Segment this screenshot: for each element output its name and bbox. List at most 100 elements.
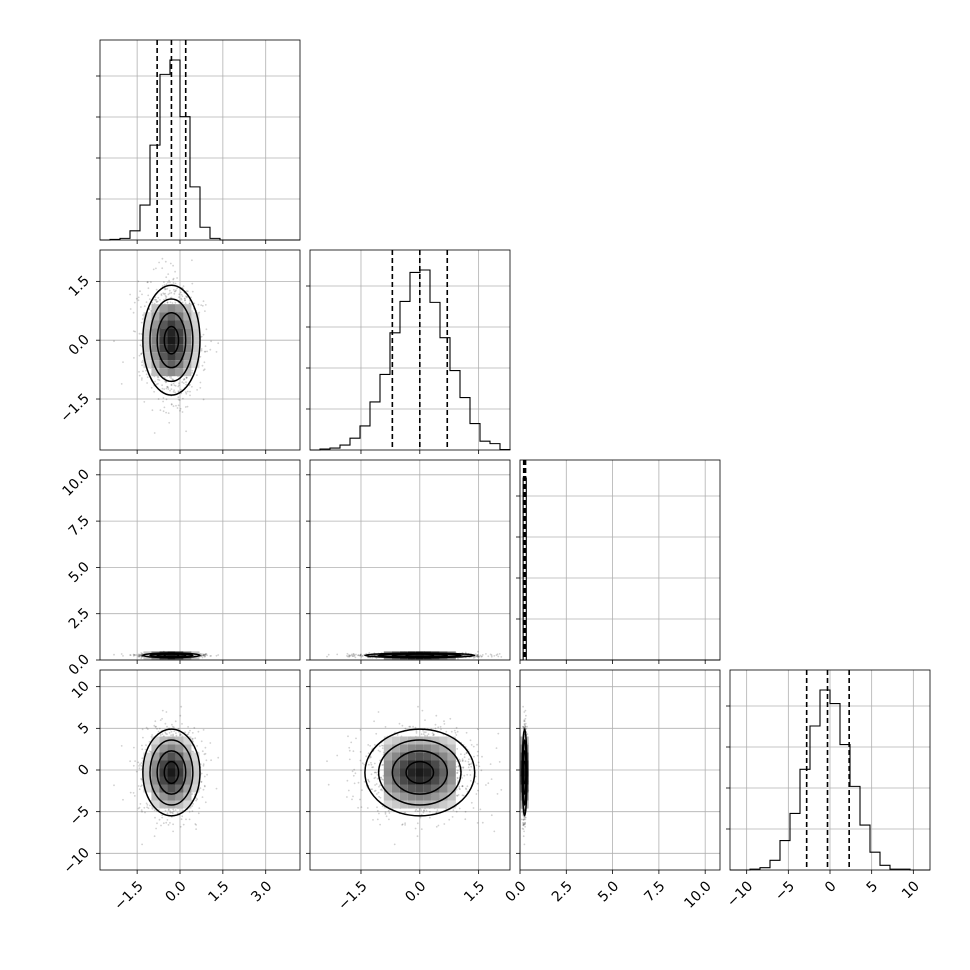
scatter-point	[180, 298, 183, 301]
density-cell	[159, 344, 168, 353]
scatter-point	[134, 760, 137, 762]
density-cell	[175, 320, 184, 329]
density-cell	[143, 344, 152, 353]
scatter-point	[204, 746, 207, 749]
scatter-point	[165, 297, 167, 300]
scatter-point	[169, 389, 171, 392]
scatter-point	[132, 330, 135, 332]
scatter-point	[194, 823, 197, 825]
density-cell	[191, 352, 200, 361]
scatter-point	[139, 803, 142, 805]
y-tick-label: 0.0	[66, 652, 93, 679]
scatter-point	[165, 288, 167, 291]
scatter-point	[140, 333, 143, 335]
scatter-point	[201, 750, 204, 753]
scatter-point	[189, 394, 191, 397]
density-cell	[175, 344, 184, 353]
scatter-point	[181, 295, 184, 298]
density-cell	[175, 336, 184, 345]
density-cell	[151, 312, 160, 321]
scatter-point	[185, 296, 188, 299]
scatter-point	[184, 298, 186, 300]
scatter-point	[120, 745, 123, 747]
scatter-point	[175, 732, 177, 734]
scatter-point	[209, 742, 212, 744]
scatter-point	[178, 296, 180, 299]
scatter-point	[200, 654, 203, 657]
panel-2-0: 0.02.55.07.510.0	[59, 459, 301, 679]
scatter-point	[147, 287, 150, 290]
scatter-point	[161, 816, 164, 819]
scatter-point	[140, 321, 143, 324]
scatter-point	[169, 262, 172, 265]
scatter-point	[177, 398, 180, 401]
scatter-point	[184, 299, 186, 302]
scatter-point	[146, 281, 149, 284]
scatter-point	[161, 285, 164, 287]
scatter-point	[172, 808, 175, 811]
scatter-point	[141, 652, 144, 655]
scatter-point	[174, 391, 177, 394]
scatter-point	[210, 655, 213, 657]
density-cell	[191, 328, 200, 337]
scatter-point	[487, 655, 490, 658]
scatter-point	[172, 823, 175, 826]
scatter-point	[200, 780, 203, 783]
scatter-point	[497, 655, 500, 658]
density-cell	[175, 328, 184, 337]
scatter-point	[164, 288, 166, 291]
scatter-point	[170, 296, 173, 299]
scatter-point	[133, 746, 135, 749]
scatter-point	[132, 792, 135, 794]
scatter-point	[153, 302, 156, 305]
scatter-point	[202, 763, 205, 766]
scatter-point	[170, 375, 173, 378]
y-tick-label: 10.0	[59, 466, 92, 499]
scatter-point	[196, 745, 199, 747]
scatter-point	[477, 650, 479, 653]
scatter-point	[176, 812, 179, 814]
scatter-point	[154, 720, 157, 723]
scatter-point	[145, 369, 147, 372]
scatter-point	[457, 657, 459, 660]
scatter-point	[158, 818, 161, 821]
scatter-point	[178, 384, 180, 387]
scatter-point	[182, 397, 184, 400]
scatter-point	[138, 788, 141, 791]
scatter-point	[122, 798, 124, 801]
density-cell	[447, 651, 456, 660]
scatter-point	[171, 725, 174, 728]
density-cell	[159, 336, 168, 345]
density-cell	[151, 328, 160, 337]
scatter-point	[168, 421, 171, 424]
scatter-point	[204, 801, 207, 804]
scatter-point	[189, 384, 191, 386]
scatter-point	[180, 293, 183, 296]
scatter-point	[133, 795, 136, 797]
scatter-point	[173, 730, 176, 732]
scatter-point	[165, 283, 168, 286]
scatter-point	[166, 812, 169, 815]
scatter-point	[182, 382, 185, 384]
scatter-point	[143, 401, 146, 403]
scatter-point	[191, 369, 194, 372]
scatter-point	[167, 273, 170, 275]
scatter-point	[153, 835, 156, 838]
scatter-point	[210, 340, 213, 343]
scatter-point	[490, 655, 493, 658]
density-cell	[167, 336, 176, 345]
scatter-point	[172, 830, 175, 833]
scatter-point	[164, 809, 167, 812]
scatter-point	[174, 282, 177, 285]
scatter-point	[178, 293, 181, 296]
scatter-point	[178, 382, 180, 385]
y-tick-label: 1.5	[66, 273, 93, 300]
density-cell	[191, 336, 200, 345]
scatter-point	[156, 728, 158, 730]
density-cell	[143, 360, 152, 369]
scatter-point	[172, 382, 175, 385]
scatter-point	[191, 290, 194, 293]
scatter-point	[133, 357, 135, 359]
scatter-point	[175, 404, 177, 407]
scatter-point	[168, 292, 171, 295]
